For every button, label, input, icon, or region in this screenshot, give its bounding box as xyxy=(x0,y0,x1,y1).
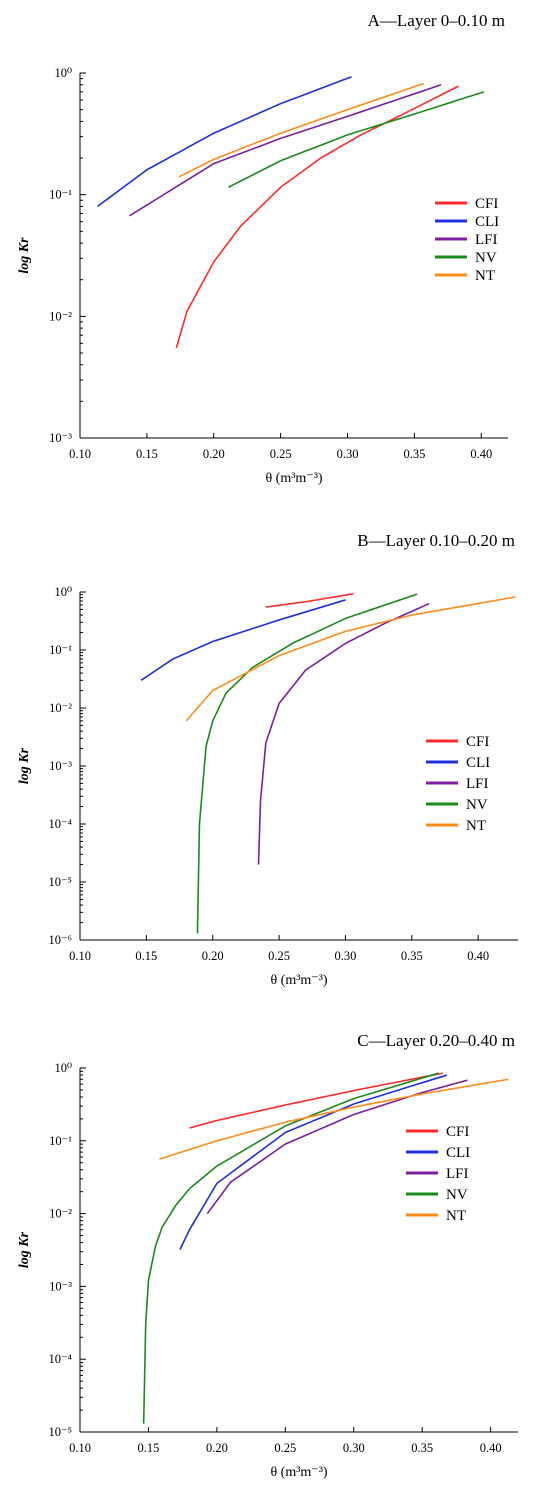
legend-label-cfi: CFI xyxy=(475,196,498,212)
x-tick-label: 0.15 xyxy=(135,949,157,963)
x-tick-label: 0.10 xyxy=(69,1441,91,1455)
series-line-cfi xyxy=(265,593,354,608)
legend-label-lfi: LFI xyxy=(446,1166,469,1182)
x-tick-label: 0.40 xyxy=(480,1441,502,1455)
y-tick-label: 10⁰ xyxy=(54,585,72,599)
y-tick-label: 10⁻⁵ xyxy=(49,1425,72,1439)
chart-title: A—Layer 0–0.10 m xyxy=(368,11,505,30)
x-tick-label: 0.30 xyxy=(343,1441,365,1455)
x-tick-label: 0.10 xyxy=(69,949,91,963)
legend-label-cli: CLI xyxy=(475,214,499,230)
x-tick-label: 0.35 xyxy=(403,447,425,461)
legend: CFI CLI LFI NV NT xyxy=(406,1124,470,1224)
x-tick-label: 0.20 xyxy=(206,1441,228,1455)
y-axis-label: log Kr xyxy=(17,1231,32,1268)
series-line-cfi xyxy=(189,1072,443,1129)
y-tick-label: 10⁻¹ xyxy=(49,1134,72,1148)
legend-label-lfi: LFI xyxy=(475,232,498,248)
legend-label-nt: NT xyxy=(466,818,486,834)
legend-label-nv: NV xyxy=(446,1187,468,1203)
y-tick-label: 10⁻¹ xyxy=(49,188,72,202)
x-tick-label: 0.30 xyxy=(337,447,359,461)
x-axis-label: θ (m³m⁻³) xyxy=(270,973,327,988)
x-tick-label: 0.30 xyxy=(335,949,357,963)
x-tick-label: 0.20 xyxy=(203,447,225,461)
series-line-cli xyxy=(179,1074,448,1250)
legend: CFI CLI LFI NV NT xyxy=(426,734,490,834)
y-axis-label: log Kr xyxy=(17,237,32,274)
legend-label-nt: NT xyxy=(475,268,495,284)
y-tick-label: 10⁰ xyxy=(54,1061,72,1075)
series-line-lfi xyxy=(206,1079,468,1215)
y-tick-label: 10⁻⁵ xyxy=(49,875,72,889)
series-line-nv xyxy=(142,1072,439,1424)
x-tick-label: 0.15 xyxy=(136,447,158,461)
x-tick-label: 0.40 xyxy=(467,949,489,963)
legend-label-nt: NT xyxy=(446,1208,466,1224)
series-line-nt xyxy=(159,1078,509,1160)
chart-title: B—Layer 0.10–0.20 m xyxy=(357,531,515,550)
y-tick-label: 10⁻² xyxy=(49,309,72,323)
x-tick-label: 0.35 xyxy=(411,1441,433,1455)
legend-label-cli: CLI xyxy=(466,755,490,771)
series-line-cli xyxy=(96,76,352,208)
x-tick-label: 0.25 xyxy=(270,447,292,461)
y-tick-label: 10⁰ xyxy=(54,66,72,80)
legend-label-lfi: LFI xyxy=(466,776,489,792)
y-tick-label: 10⁻¹ xyxy=(49,643,72,657)
x-tick-label: 0.25 xyxy=(268,949,290,963)
x-tick-label: 0.15 xyxy=(138,1441,160,1455)
y-tick-label: 10⁻⁶ xyxy=(49,933,72,947)
y-tick-label: 10⁻³ xyxy=(49,1279,72,1293)
chart-panel-b: B—Layer 0.10–0.20 m 0.10 0.15 0.20 0.25 0.30 0… xyxy=(17,531,518,988)
y-tick-label: 10⁻⁴ xyxy=(49,817,72,831)
series-line-cfi xyxy=(175,85,459,349)
y-axis-label: log Kr xyxy=(17,747,32,784)
x-tick-label: 0.25 xyxy=(274,1441,296,1455)
series-line-nv xyxy=(196,593,418,934)
series-line-nt xyxy=(178,82,424,178)
series-line-lfi xyxy=(129,84,442,217)
x-axis-label: θ (m³m⁻³) xyxy=(265,471,322,486)
series-line-cli xyxy=(140,599,346,681)
series-line-nv xyxy=(228,91,485,188)
legend-label-cfi: CFI xyxy=(466,734,489,750)
chart-title: C—Layer 0.20–0.40 m xyxy=(357,1031,515,1050)
y-tick-label: 10⁻³ xyxy=(49,431,72,445)
y-tick-label: 10⁻⁴ xyxy=(49,1352,72,1366)
chart-panel-c: C—Layer 0.20–0.40 m 0.10 0.15 0.20 0.25 0.30 0… xyxy=(17,1031,518,1480)
x-tick-label: 0.20 xyxy=(202,949,224,963)
x-axis-label: θ (m³m⁻³) xyxy=(270,1465,327,1480)
x-tick-label: 0.40 xyxy=(470,447,492,461)
legend-label-cfi: CFI xyxy=(446,1124,469,1140)
legend-label-cli: CLI xyxy=(446,1145,470,1161)
y-tick-label: 10⁻² xyxy=(49,1207,72,1221)
series-line-lfi xyxy=(257,602,430,865)
y-tick-label: 10⁻² xyxy=(49,701,72,715)
y-tick-label: 10⁻³ xyxy=(49,759,72,773)
legend: CFI CLI LFI NV NT xyxy=(435,196,499,284)
legend-label-nv: NV xyxy=(466,797,488,813)
x-tick-label: 0.10 xyxy=(69,447,91,461)
x-tick-label: 0.35 xyxy=(401,949,423,963)
chart-panel-a: A—Layer 0–0.10 m 0.10 0.15 0.20 0.25 0.30 0.35… xyxy=(17,11,508,486)
series-line-nt xyxy=(185,596,516,722)
legend-label-nv: NV xyxy=(475,250,497,266)
